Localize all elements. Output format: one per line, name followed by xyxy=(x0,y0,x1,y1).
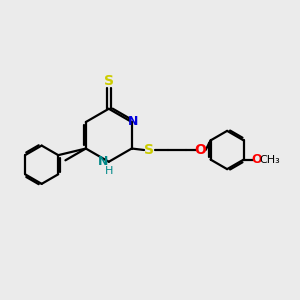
Text: O: O xyxy=(252,153,262,166)
Text: S: S xyxy=(104,74,114,88)
Text: CH₃: CH₃ xyxy=(260,154,280,165)
Text: N: N xyxy=(98,155,108,168)
Text: N: N xyxy=(128,115,138,128)
Text: O: O xyxy=(195,143,207,157)
Text: S: S xyxy=(144,143,154,157)
Text: H: H xyxy=(105,166,113,176)
